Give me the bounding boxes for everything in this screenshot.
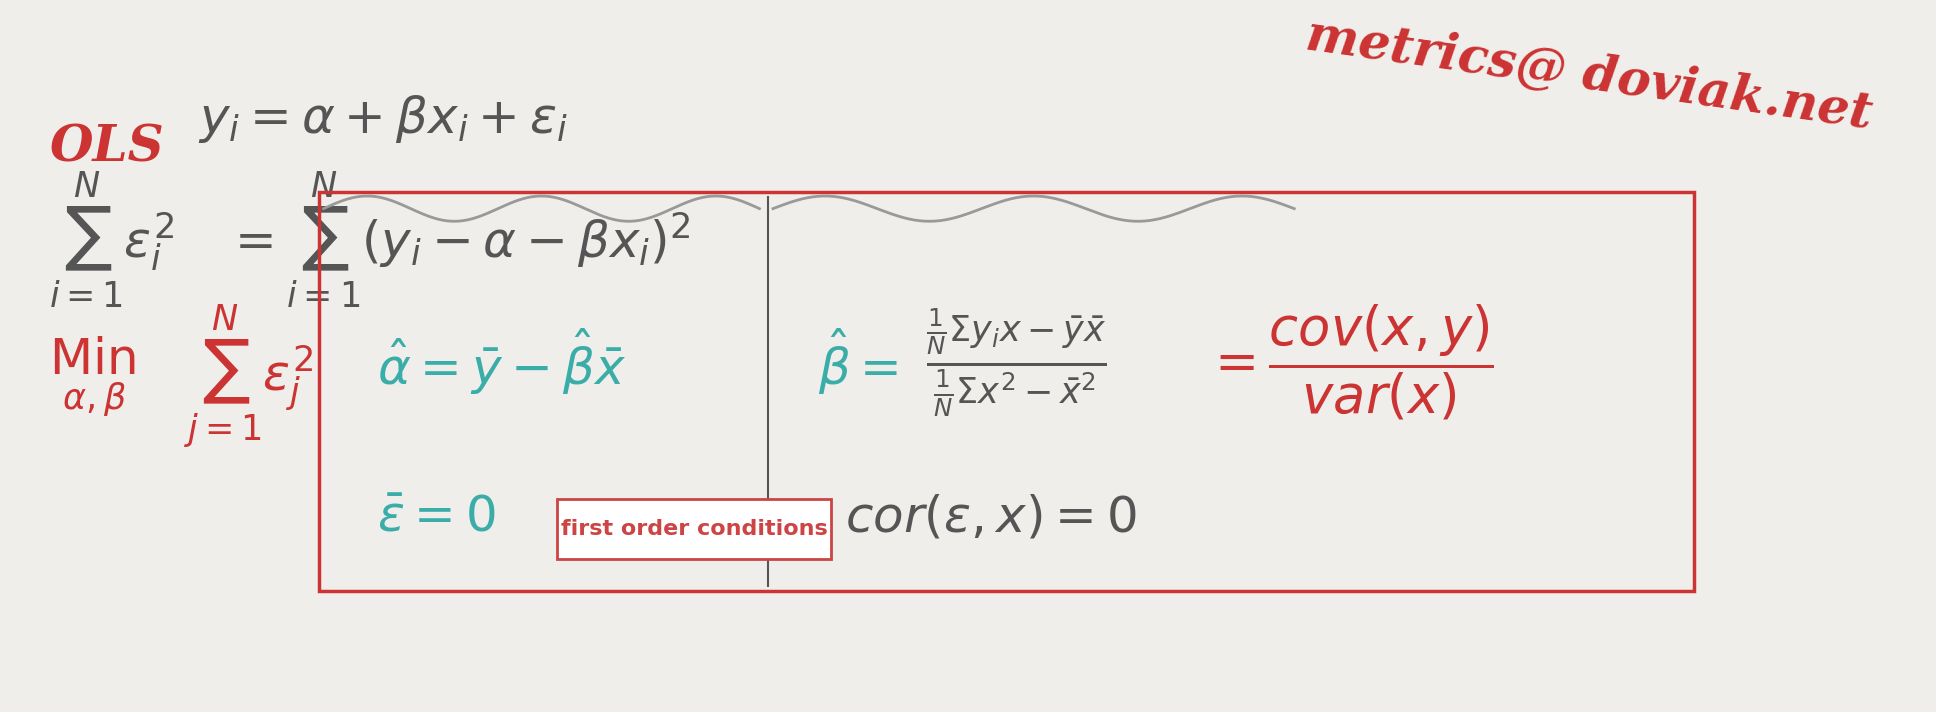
Text: $= \dfrac{cov(x,y)}{var(x)}$: $= \dfrac{cov(x,y)}{var(x)}$ bbox=[1204, 303, 1495, 422]
Text: $\hat{\alpha} = \bar{y} - \hat{\beta}\bar{x}$: $\hat{\alpha} = \bar{y} - \hat{\beta}\ba… bbox=[378, 327, 627, 397]
Text: $\hat{\beta} = $: $\hat{\beta} = $ bbox=[817, 327, 898, 397]
Text: $cor(\varepsilon, x) = 0$: $cor(\varepsilon, x) = 0$ bbox=[844, 493, 1136, 543]
FancyBboxPatch shape bbox=[558, 499, 831, 560]
Text: $\frac{\frac{1}{N}\Sigma y_i x - \bar{y}\bar{x}}{\frac{1}{N}\Sigma x^2 - \bar{x}: $\frac{\frac{1}{N}\Sigma y_i x - \bar{y}… bbox=[925, 305, 1105, 419]
Text: $= \sum_{i=1}^{N}(y_i - \alpha - \beta x_i)^2$: $= \sum_{i=1}^{N}(y_i - \alpha - \beta x… bbox=[225, 170, 691, 311]
Text: metrics@ doviak.net: metrics@ doviak.net bbox=[1303, 11, 1876, 140]
Text: $\bar{\varepsilon} = 0$: $\bar{\varepsilon} = 0$ bbox=[378, 493, 496, 543]
Text: $\sum_{j=1}^{N} \varepsilon_j^2$: $\sum_{j=1}^{N} \varepsilon_j^2$ bbox=[184, 303, 314, 451]
Text: $\sum_{i=1}^{N} \varepsilon_i^2$: $\sum_{i=1}^{N} \varepsilon_i^2$ bbox=[50, 170, 174, 311]
Text: $\underset{\alpha,\beta}{\mathrm{Min}}$: $\underset{\alpha,\beta}{\mathrm{Min}}$ bbox=[50, 334, 136, 419]
Text: OLS: OLS bbox=[50, 124, 165, 173]
Bar bbox=[319, 192, 1694, 590]
Text: first order conditions: first order conditions bbox=[561, 519, 829, 539]
Text: $y_i = \alpha + \beta x_i + \varepsilon_i$: $y_i = \alpha + \beta x_i + \varepsilon_… bbox=[197, 93, 567, 145]
